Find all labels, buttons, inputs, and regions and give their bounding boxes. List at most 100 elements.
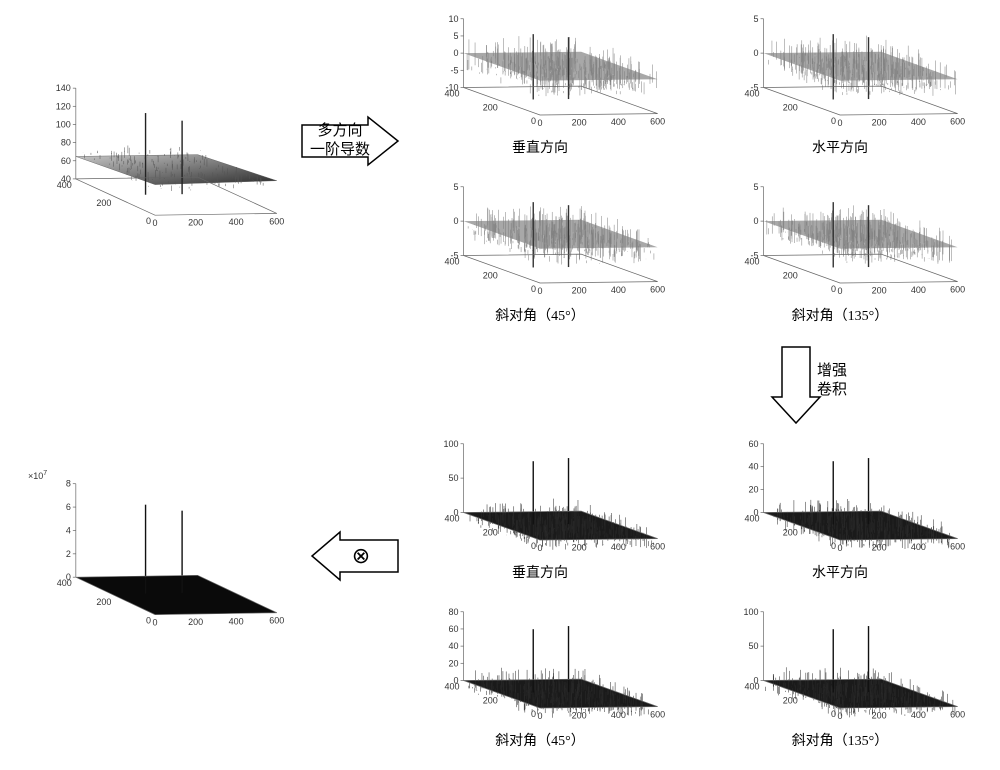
caption-horiz: 水平方向 — [700, 137, 980, 157]
svg-text:0: 0 — [152, 218, 157, 228]
svg-text:200: 200 — [572, 711, 587, 721]
svg-text:40: 40 — [449, 641, 459, 651]
svg-text:0: 0 — [754, 48, 759, 58]
svg-text:140: 140 — [56, 83, 71, 93]
svg-text:400: 400 — [611, 117, 626, 127]
svg-text:0: 0 — [831, 709, 836, 719]
svg-text:100: 100 — [744, 607, 759, 617]
svg-text:200: 200 — [483, 270, 498, 280]
svg-text:400: 400 — [229, 616, 244, 626]
svg-text:200: 200 — [483, 695, 498, 705]
caption-vert: 垂直方向 — [400, 137, 680, 157]
caption-diag45: 斜对角（45°） — [400, 730, 680, 750]
svg-text:10: 10 — [449, 14, 459, 24]
svg-text:600: 600 — [650, 710, 665, 720]
enhance-arrow: 增强 卷积 — [770, 345, 822, 425]
product-arrow: ⊗ — [310, 530, 400, 582]
svg-text:0: 0 — [454, 216, 459, 226]
enhanced-grid: 05010002004006000200400 垂直方向 02040600200… — [400, 430, 980, 750]
svg-text:0: 0 — [537, 543, 542, 553]
deriv-label-1: 多方向 — [317, 123, 362, 139]
enh-label-2: 卷积 — [817, 382, 847, 398]
svg-text:0: 0 — [837, 543, 842, 553]
svg-text:5: 5 — [454, 182, 459, 192]
svg-text:600: 600 — [950, 117, 965, 127]
panel-diag45: -50502004006000200400 斜对角（45°） — [400, 173, 680, 325]
svg-text:4: 4 — [66, 525, 71, 535]
svg-text:0: 0 — [837, 711, 842, 721]
svg-text:0: 0 — [837, 286, 842, 296]
panel-diag135: 05010002004006000200400 斜对角（135°） — [700, 598, 980, 750]
svg-text:400: 400 — [445, 682, 460, 692]
panel-vert: -10-5051002004006000200400 垂直方向 — [400, 5, 680, 157]
svg-text:400: 400 — [611, 710, 626, 720]
svg-text:0: 0 — [831, 116, 836, 126]
svg-text:×107: ×107 — [28, 470, 47, 481]
caption-diag45: 斜对角（45°） — [400, 305, 680, 325]
svg-text:0: 0 — [152, 618, 157, 628]
svg-text:600: 600 — [950, 285, 965, 295]
svg-text:50: 50 — [449, 473, 459, 483]
svg-text:400: 400 — [445, 514, 460, 524]
panel-horiz: 020406002004006000200400 水平方向 — [700, 430, 980, 582]
svg-text:0: 0 — [754, 216, 759, 226]
svg-text:200: 200 — [188, 218, 203, 228]
product-surface-panel: ×1070246802004006000200400 — [10, 465, 300, 635]
svg-text:400: 400 — [745, 89, 760, 99]
svg-text:50: 50 — [749, 641, 759, 651]
svg-text:600: 600 — [650, 285, 665, 295]
svg-text:0: 0 — [537, 118, 542, 128]
caption-diag135: 斜对角（135°） — [700, 730, 980, 750]
svg-text:200: 200 — [96, 198, 111, 208]
svg-text:600: 600 — [650, 117, 665, 127]
svg-text:400: 400 — [911, 285, 926, 295]
svg-text:200: 200 — [96, 597, 111, 607]
svg-text:0: 0 — [531, 284, 536, 294]
svg-text:200: 200 — [572, 543, 587, 553]
svg-text:-5: -5 — [451, 65, 459, 75]
svg-text:5: 5 — [754, 14, 759, 24]
svg-text:20: 20 — [449, 658, 459, 668]
svg-text:200: 200 — [783, 695, 798, 705]
svg-text:200: 200 — [783, 102, 798, 112]
svg-text:100: 100 — [444, 439, 459, 449]
svg-text:200: 200 — [483, 527, 498, 537]
svg-text:400: 400 — [745, 514, 760, 524]
svg-text:40: 40 — [749, 462, 759, 472]
svg-text:200: 200 — [188, 617, 203, 627]
svg-text:200: 200 — [783, 527, 798, 537]
derivative-arrow: 多方向 一阶导数 — [300, 115, 400, 167]
original-surface-panel: 40608010012014002004006000200400 — [10, 70, 300, 235]
svg-text:20: 20 — [749, 485, 759, 495]
svg-text:600: 600 — [950, 542, 965, 552]
svg-text:60: 60 — [61, 156, 71, 166]
caption-horiz: 水平方向 — [700, 562, 980, 582]
svg-text:400: 400 — [445, 89, 460, 99]
panel-vert: 05010002004006000200400 垂直方向 — [400, 430, 680, 582]
svg-text:100: 100 — [56, 119, 71, 129]
deriv-label-2: 一阶导数 — [310, 142, 370, 158]
svg-text:400: 400 — [229, 217, 244, 227]
svg-text:5: 5 — [454, 31, 459, 41]
svg-text:400: 400 — [911, 117, 926, 127]
svg-text:0: 0 — [537, 286, 542, 296]
svg-text:400: 400 — [57, 578, 72, 588]
product-symbol: ⊗ — [352, 542, 370, 570]
svg-text:0: 0 — [454, 48, 459, 58]
svg-text:200: 200 — [483, 102, 498, 112]
svg-text:60: 60 — [449, 624, 459, 634]
svg-text:0: 0 — [831, 541, 836, 551]
svg-text:200: 200 — [572, 118, 587, 128]
panel-diag45: 02040608002004006000200400 斜对角（45°） — [400, 598, 680, 750]
panel-horiz: -50502004006000200400 水平方向 — [700, 5, 980, 157]
svg-text:200: 200 — [783, 270, 798, 280]
svg-text:8: 8 — [66, 479, 71, 489]
svg-text:600: 600 — [650, 542, 665, 552]
svg-text:400: 400 — [745, 257, 760, 267]
caption-vert: 垂直方向 — [400, 562, 680, 582]
svg-text:400: 400 — [57, 180, 72, 190]
enh-label-1: 增强 — [817, 363, 847, 379]
svg-text:2: 2 — [66, 549, 71, 559]
panel-diag135: -50502004006000200400 斜对角（135°） — [700, 173, 980, 325]
svg-text:200: 200 — [572, 286, 587, 296]
